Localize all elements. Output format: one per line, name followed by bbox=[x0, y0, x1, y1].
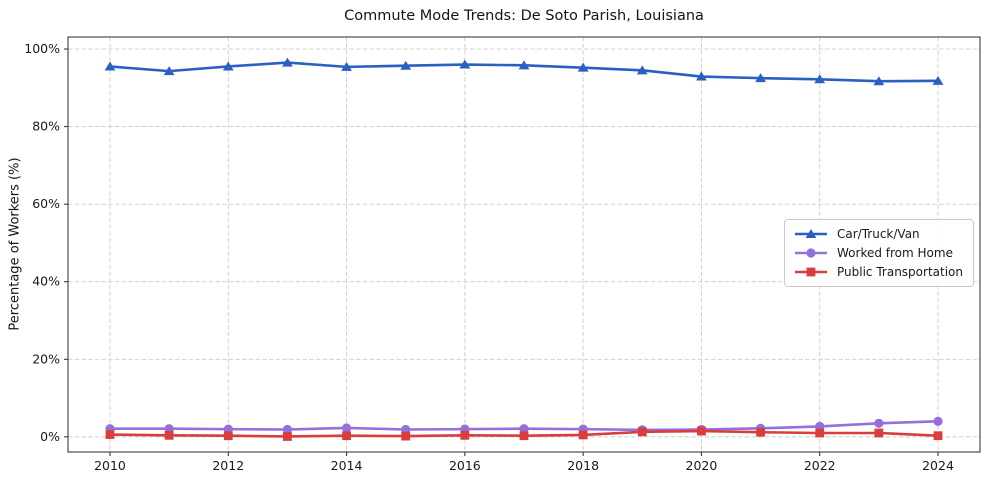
marker-car-truck-van bbox=[696, 71, 707, 81]
x-tick-label: 2024 bbox=[922, 458, 954, 473]
y-tick-label: 40% bbox=[32, 274, 60, 289]
x-tick-label: 2010 bbox=[94, 458, 126, 473]
marker-car-truck-van bbox=[400, 60, 412, 70]
legend: Car/Truck/Van Worked from Home Public Tr… bbox=[784, 219, 974, 287]
legend-item-public-transportation: Public Transportation bbox=[794, 265, 963, 279]
legend-item-worked-from-home: Worked from Home bbox=[794, 246, 963, 260]
marker-car-truck-van bbox=[459, 59, 471, 69]
marker-worked-from-home bbox=[874, 418, 884, 428]
legend-sample-marker bbox=[806, 248, 816, 258]
marker-public-transportation bbox=[223, 431, 233, 441]
marker-public-transportation bbox=[164, 430, 174, 440]
marker-car-truck-van bbox=[755, 73, 766, 83]
marker-car-truck-van bbox=[222, 61, 234, 71]
x-tick-label: 2014 bbox=[331, 458, 363, 473]
marker-worked-from-home bbox=[519, 424, 529, 434]
marker-public-transportation bbox=[697, 426, 706, 436]
legend-label: Car/Truck/Van bbox=[837, 227, 920, 241]
marker-public-transportation bbox=[933, 431, 943, 441]
x-tick-label: 2012 bbox=[212, 458, 244, 473]
marker-public-transportation bbox=[283, 432, 292, 441]
x-tick-label: 2016 bbox=[449, 458, 481, 473]
marker-public-transportation bbox=[815, 428, 825, 438]
marker-worked-from-home bbox=[341, 423, 352, 433]
marker-car-truck-van bbox=[932, 75, 944, 85]
marker-public-transportation bbox=[874, 428, 884, 438]
marker-public-transportation bbox=[519, 431, 529, 441]
marker-car-truck-van bbox=[873, 76, 885, 86]
y-tick-label: 100% bbox=[24, 41, 60, 56]
y-tick-label: 80% bbox=[32, 119, 60, 134]
marker-car-truck-van bbox=[104, 61, 116, 71]
legend-sample-marker bbox=[806, 267, 816, 277]
legend-label: Public Transportation bbox=[837, 265, 963, 279]
marker-public-transportation bbox=[105, 430, 115, 439]
y-tick-label: 20% bbox=[32, 351, 60, 366]
marker-car-truck-van bbox=[518, 60, 530, 70]
marker-public-transportation bbox=[578, 430, 588, 440]
x-tick-label: 2018 bbox=[567, 458, 599, 473]
marker-car-truck-van bbox=[163, 66, 175, 76]
marker-car-truck-van bbox=[636, 65, 648, 75]
chart-title: Commute Mode Trends: De Soto Parish, Lou… bbox=[344, 8, 704, 24]
marker-car-truck-van bbox=[814, 74, 826, 84]
marker-public-transportation bbox=[460, 430, 470, 440]
marker-worked-from-home bbox=[282, 424, 293, 435]
x-tick-label: 2020 bbox=[686, 458, 718, 473]
legend-line-marker-icon bbox=[795, 267, 828, 277]
marker-car-truck-van bbox=[577, 62, 589, 72]
y-tick-label: 0% bbox=[40, 429, 60, 444]
legend-sample-marker bbox=[805, 229, 817, 238]
plot-border bbox=[67, 36, 981, 453]
y-tick-label: 60% bbox=[32, 196, 60, 211]
x-tick-label: 2022 bbox=[804, 458, 836, 473]
marker-car-truck-van bbox=[282, 57, 293, 67]
legend-item-car-truck-van: Car/Truck/Van bbox=[794, 227, 963, 241]
legend-line-marker-icon bbox=[795, 248, 828, 258]
legend-line-marker-icon bbox=[795, 229, 828, 238]
marker-public-transportation bbox=[637, 427, 647, 437]
marker-public-transportation bbox=[401, 431, 411, 441]
marker-public-transportation bbox=[756, 427, 765, 437]
marker-public-transportation bbox=[342, 431, 351, 441]
marker-car-truck-van bbox=[341, 61, 352, 71]
legend-label: Worked from Home bbox=[837, 246, 953, 260]
marker-worked-from-home bbox=[933, 416, 943, 426]
